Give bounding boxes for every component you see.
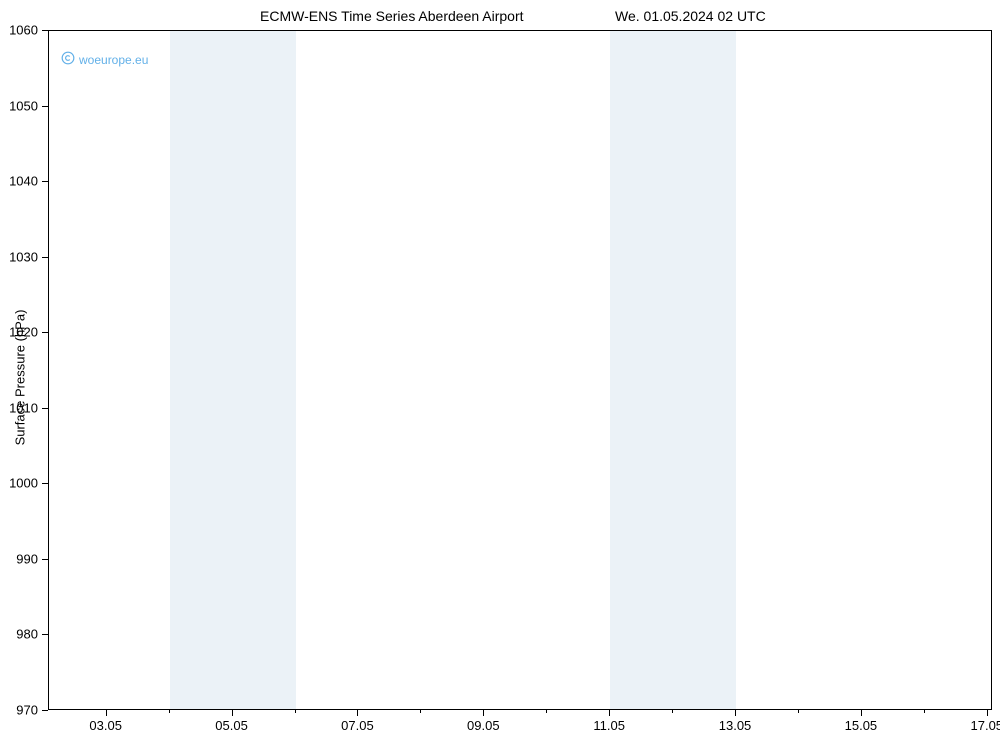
y-tick-label: 970	[16, 703, 38, 718]
x-tick-label: 09.05	[467, 718, 500, 733]
x-tick-label: 11.05	[593, 718, 625, 733]
y-tick-label: 1040	[9, 174, 38, 189]
chart-container: ECMW-ENS Time Series Aberdeen Airport We…	[0, 0, 1000, 733]
x-tick-label: 07.05	[341, 718, 374, 733]
x-tick-label: 15.05	[845, 718, 878, 733]
y-tick-label: 1030	[9, 249, 38, 264]
x-tick-label: 05.05	[215, 718, 248, 733]
y-tick-label: 990	[16, 551, 38, 566]
y-tick-label: 980	[16, 627, 38, 642]
y-tick-label: 1050	[9, 98, 38, 113]
y-axis-label: Surface Pressure (hPa)	[13, 303, 28, 453]
y-tick-label: 1060	[9, 23, 38, 38]
y-tick-label: 1000	[9, 476, 38, 491]
x-tick-label: 17.05	[970, 718, 1000, 733]
labels-layer: 970980990100010101020103010401050106003.…	[0, 0, 1000, 733]
x-tick-label: 13.05	[719, 718, 752, 733]
x-tick-label: 03.05	[89, 718, 122, 733]
